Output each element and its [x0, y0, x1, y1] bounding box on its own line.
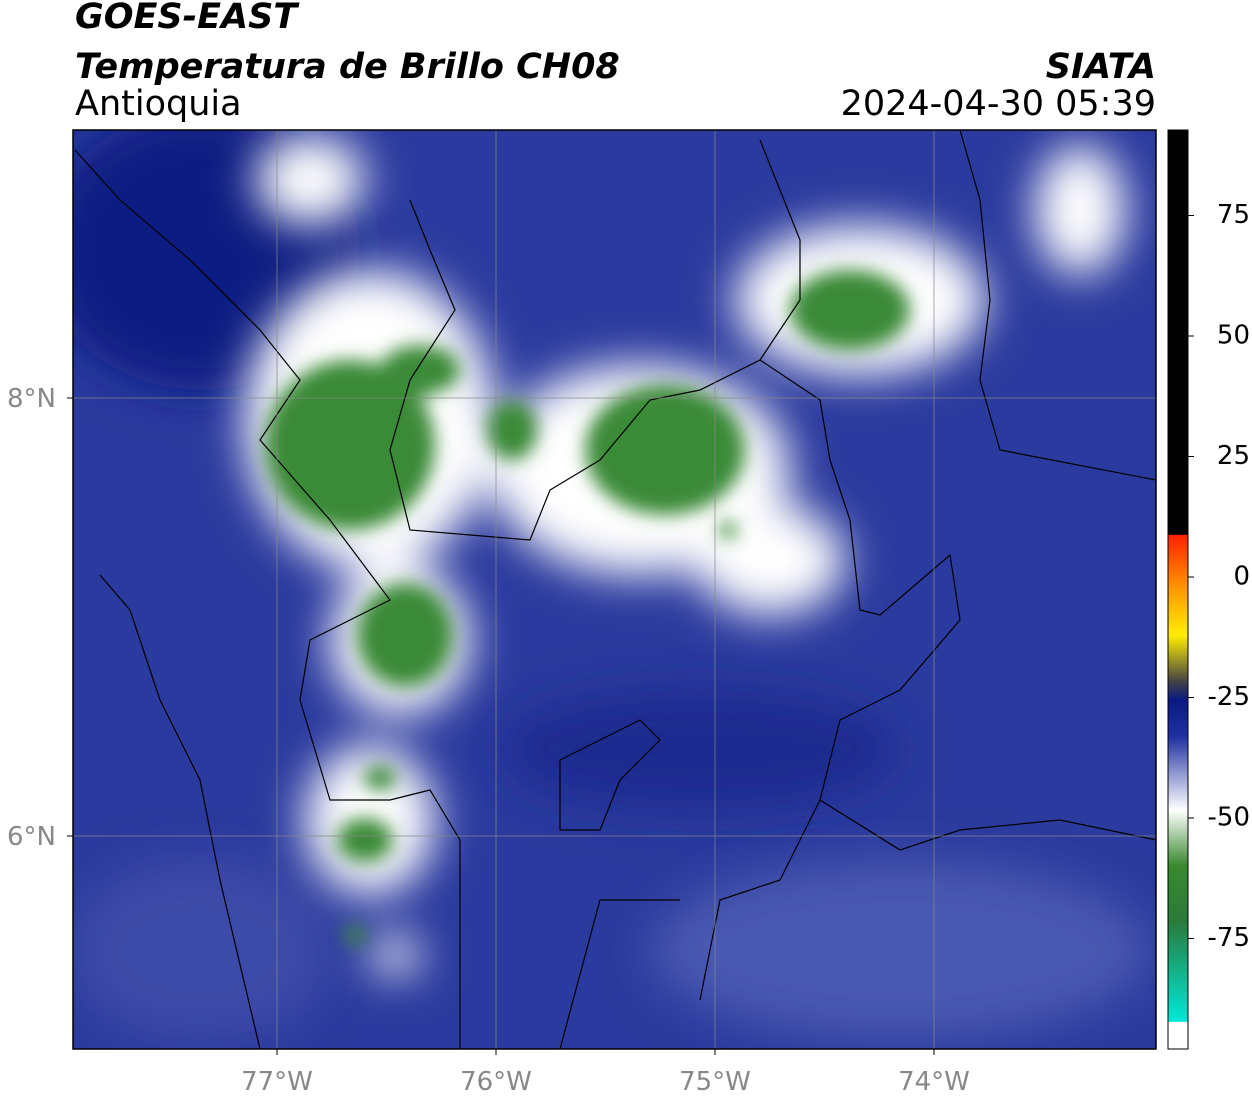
lon-label: 74°W: [898, 1067, 970, 1097]
source: SIATA: [1046, 47, 1156, 87]
colorbar-label: -25: [1208, 682, 1250, 712]
title: GOES-EAST: [75, 0, 300, 37]
colorbar-label: 25: [1217, 441, 1250, 471]
lon-label: 76°W: [460, 1067, 532, 1097]
lon-label: 77°W: [241, 1067, 313, 1097]
colorbar-label: 0: [1233, 562, 1250, 592]
colorbar-label: 75: [1217, 200, 1250, 230]
region: Antioquia: [75, 84, 242, 124]
colorbar-label: 50: [1217, 321, 1250, 351]
lon-label: 75°W: [679, 1067, 751, 1097]
colorbar-label: -75: [1208, 923, 1250, 953]
colorbar: [1167, 129, 1189, 1050]
colorbar-label: -50: [1208, 803, 1250, 833]
map-frame: [72, 129, 1157, 1050]
graticule: [73, 130, 1156, 1049]
satellite-image: [73, 130, 1156, 1049]
lat-label: 6°N: [7, 822, 56, 852]
datetime: 2024-04-30 05:39: [841, 84, 1156, 124]
subtitle: Temperatura de Brillo CH08: [75, 47, 620, 87]
lat-label: 8°N: [7, 384, 56, 414]
